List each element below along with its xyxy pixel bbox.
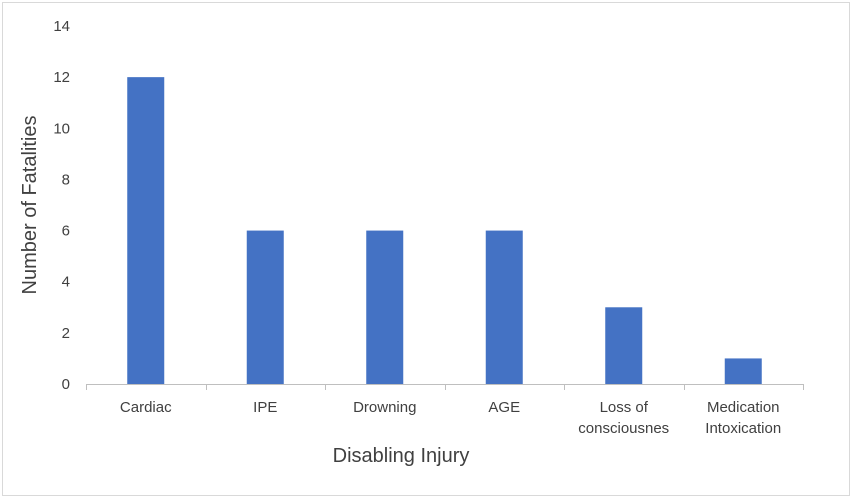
y-tick-label: 14 (53, 18, 70, 35)
y-tick-label: 12 (53, 69, 70, 86)
bars (127, 77, 762, 385)
y-tick-label: 0 (62, 376, 70, 393)
x-tick-label: AGE (488, 399, 520, 416)
x-tick-label: Medication Intoxication (705, 399, 781, 437)
bar (724, 358, 762, 384)
bar (485, 230, 523, 384)
bar (127, 77, 165, 385)
y-axis-title: Number of Fatalities (19, 116, 41, 295)
x-axis-ticks: Cardiac IPE Drowning AGE Loss of consciousnes… (86, 384, 804, 437)
bar (366, 230, 404, 384)
bar (246, 230, 284, 384)
y-tick-label: 10 (53, 120, 70, 137)
y-tick-label: 8 (62, 171, 70, 188)
y-tick-label: 6 (62, 223, 70, 240)
x-axis-title: Disabling Injury (333, 445, 470, 467)
y-axis-ticks: 0 2 4 6 8 10 12 14 (53, 18, 70, 393)
bar (605, 307, 643, 384)
y-tick-label: 2 (62, 325, 70, 342)
y-tick-label: 4 (62, 274, 70, 291)
x-tick-label: Drowning (353, 399, 416, 416)
x-tick-label: Cardiac (120, 399, 172, 416)
x-tick-label: IPE (253, 399, 277, 416)
x-tick-label: Loss of consciousnes (578, 399, 669, 437)
